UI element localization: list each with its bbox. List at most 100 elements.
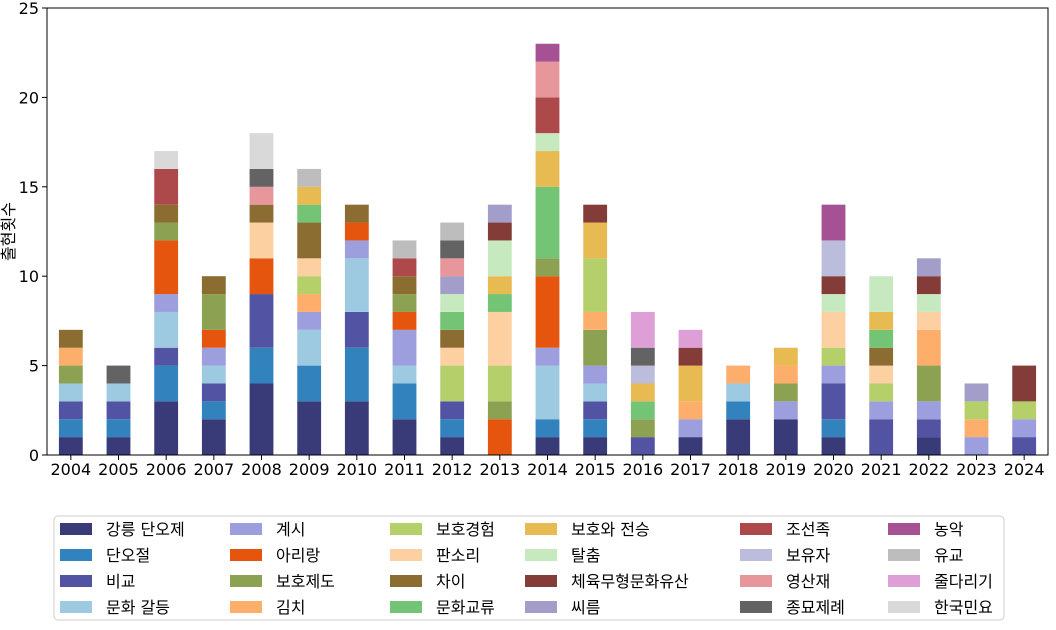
bar-segment <box>440 347 465 366</box>
bar-segment <box>583 204 608 223</box>
bar-segment <box>1012 401 1037 420</box>
legend-swatch <box>60 575 92 587</box>
bar-segment <box>487 276 512 295</box>
bar-segment <box>297 311 322 330</box>
bar-segment <box>297 258 322 277</box>
legend-swatch <box>390 549 422 561</box>
bar-segment <box>583 401 608 420</box>
bar-segment <box>535 97 560 134</box>
bar-segment <box>630 365 655 384</box>
bar-segment <box>916 437 941 455</box>
y-tick-label: 20 <box>19 88 39 107</box>
bar-segment <box>535 61 560 98</box>
bar-segment <box>392 365 417 384</box>
bar-segment <box>964 383 989 402</box>
bar-segment <box>630 347 655 366</box>
bar-segment <box>106 419 131 438</box>
bar-segment <box>821 419 846 438</box>
bar-segment <box>773 419 798 455</box>
x-tick-label: 2024 <box>1004 460 1045 479</box>
legend-label: 씨름 <box>571 598 600 617</box>
bar-segment <box>154 222 179 241</box>
bar-segment <box>678 401 703 420</box>
x-tick-label: 2010 <box>336 460 377 479</box>
x-tick-label: 2004 <box>50 460 91 479</box>
y-tick-label: 25 <box>19 0 39 18</box>
legend-swatch <box>740 523 772 535</box>
legend-swatch <box>525 549 557 561</box>
x-tick-label: 2005 <box>98 460 139 479</box>
bar-segment <box>106 383 131 402</box>
legend-swatch <box>888 549 920 561</box>
bar-segment <box>249 186 274 205</box>
bar-segment <box>297 365 322 402</box>
legend-swatch <box>230 575 262 587</box>
bar-segment <box>630 437 655 455</box>
bar-segment <box>392 258 417 277</box>
bar-segment <box>773 401 798 420</box>
bar-segment <box>916 294 941 312</box>
bar-segment <box>201 401 226 420</box>
y-tick-label: 15 <box>19 178 39 197</box>
bar-segment <box>297 204 322 223</box>
bar-segment <box>392 311 417 330</box>
legend-swatch <box>525 523 557 535</box>
bar-segment <box>487 222 512 241</box>
y-tick-label: 10 <box>19 267 39 286</box>
legend-label: 계시 <box>276 520 305 539</box>
bar-segment <box>487 240 512 277</box>
legend-label: 비교 <box>106 572 135 591</box>
bar-segment <box>58 419 83 438</box>
bar-segment <box>869 347 894 366</box>
bar-segment <box>821 204 846 241</box>
bar-segment <box>297 186 322 205</box>
legend-label: 조선족 <box>786 520 830 539</box>
legend-label: 유교 <box>934 546 963 565</box>
bar-segment <box>249 133 274 169</box>
bar-segment <box>678 365 703 402</box>
bar-segment <box>583 437 608 455</box>
bar-segment <box>869 329 894 348</box>
legend-label: 아리랑 <box>276 546 320 565</box>
bar-segment <box>869 401 894 420</box>
bar-segment <box>726 419 751 455</box>
bar-segment <box>297 401 322 455</box>
bar-segment <box>201 383 226 402</box>
bar-segment <box>916 419 941 438</box>
x-tick-label: 2013 <box>479 460 520 479</box>
bar-segment <box>630 401 655 420</box>
bar-segment <box>678 419 703 438</box>
legend-label: 문화 갈등 <box>106 598 170 617</box>
bar-segment <box>964 401 989 420</box>
bar-segment <box>678 347 703 366</box>
bar-segment <box>201 347 226 366</box>
bar-segment <box>583 419 608 438</box>
x-tick-label: 2007 <box>193 460 234 479</box>
bar-segment <box>201 329 226 348</box>
bar-segment <box>249 258 274 295</box>
legend-label: 한국민요 <box>934 598 993 617</box>
legend-swatch <box>230 601 262 613</box>
bar-segment <box>487 294 512 312</box>
legend-label: 체육무형문화유산 <box>571 572 689 591</box>
bar-segment <box>678 329 703 348</box>
bar-segment <box>297 168 322 187</box>
legend-swatch <box>740 549 772 561</box>
legend-swatch <box>888 601 920 613</box>
legend-label: 줄다리기 <box>934 572 993 591</box>
y-tick-label: 0 <box>29 446 39 465</box>
y-tick-label: 5 <box>29 357 39 376</box>
bar-segment <box>58 365 83 384</box>
bar-segment <box>678 437 703 455</box>
bar-segment <box>535 347 560 366</box>
legend-label: 판소리 <box>436 546 480 565</box>
x-tick-label: 2017 <box>670 460 711 479</box>
bar-segment <box>964 419 989 438</box>
legend-swatch <box>525 575 557 587</box>
bar-segment <box>154 401 179 455</box>
x-tick-label: 2009 <box>289 460 330 479</box>
bar-segment <box>583 365 608 384</box>
bar-segment <box>344 204 369 223</box>
bar-segment <box>869 311 894 330</box>
bar-segment <box>821 276 846 295</box>
